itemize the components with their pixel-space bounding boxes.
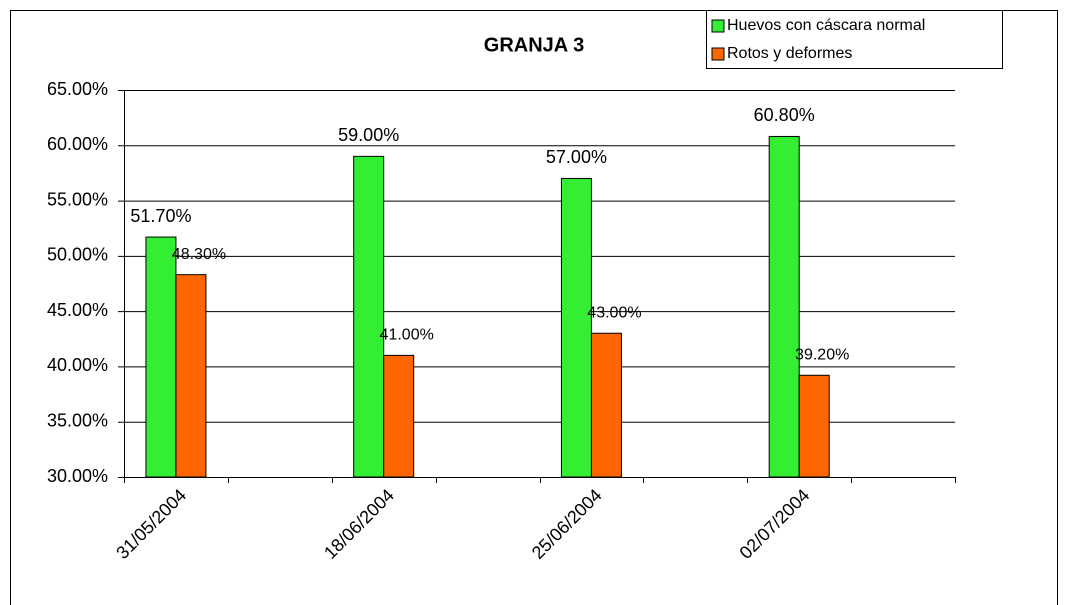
value-label: 57.00% (546, 147, 607, 167)
y-tick-label: 50.00% (47, 245, 108, 265)
bar (383, 354, 415, 478)
bar (175, 274, 207, 478)
bar (768, 135, 800, 478)
value-label: 41.00% (380, 327, 434, 344)
y-tick-label: 65.00% (47, 79, 108, 99)
legend-box (706, 10, 1003, 69)
y-tick-label: 35.00% (47, 410, 108, 430)
y-tick-label: 30.00% (47, 466, 108, 486)
value-label: 60.80% (754, 105, 815, 125)
bar (145, 236, 177, 478)
value-label: 39.20% (795, 346, 849, 363)
y-tick-label: 60.00% (47, 134, 108, 154)
y-tick-label: 40.00% (47, 355, 108, 375)
value-label: 59.00% (338, 125, 399, 145)
y-tick-label: 55.00% (47, 189, 108, 209)
bar (590, 332, 622, 478)
bar (560, 177, 592, 478)
chart-title: GRANJA 3 (484, 34, 584, 56)
y-tick-label: 45.00% (47, 300, 108, 320)
legend-label: Huevos con cáscara normal (727, 17, 925, 34)
legend-label: Rotos y deformes (727, 45, 852, 62)
legend-swatch (711, 47, 725, 61)
legend-swatch (711, 19, 725, 33)
value-label: 51.70% (130, 206, 191, 226)
value-label: 48.30% (172, 246, 226, 263)
bar (353, 155, 385, 478)
bar (798, 374, 830, 478)
value-label: 43.00% (587, 304, 641, 321)
